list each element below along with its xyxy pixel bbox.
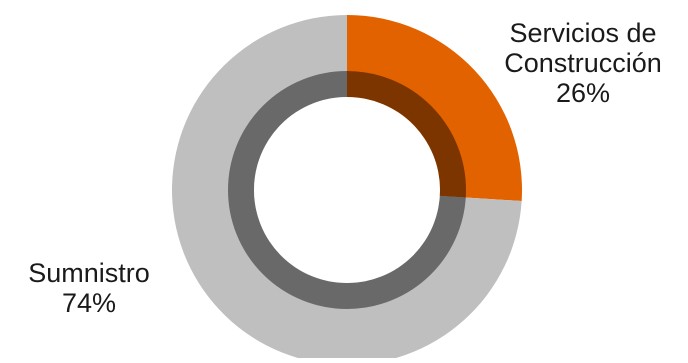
slice-label-servicios-value: 26%: [555, 78, 611, 108]
slice-label-servicios-name: Servicios de Construcción: [504, 18, 662, 78]
slice-label-sumnistro-value: 74%: [61, 288, 117, 318]
slice-label-sumnistro: Sumnistro 74%: [0, 258, 178, 318]
donut-hole: [254, 97, 440, 283]
slice-label-servicios: Servicios de Construcción 26%: [478, 18, 688, 108]
slice-label-sumnistro-name: Sumnistro: [28, 258, 150, 288]
donut-inner-ring: [228, 71, 466, 309]
